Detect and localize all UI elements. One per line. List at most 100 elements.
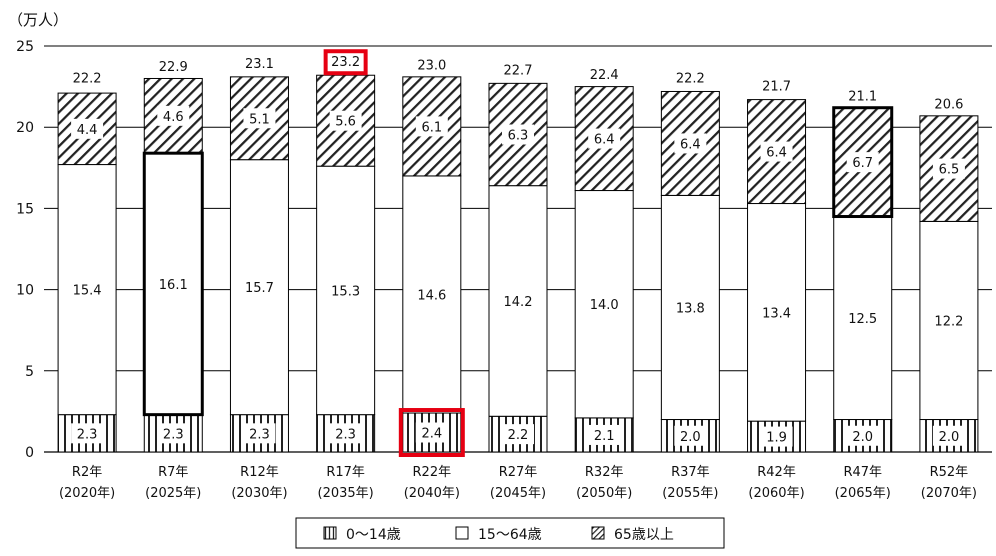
- total-label: 22.9: [159, 60, 188, 75]
- legend-label: 15～64歳: [478, 527, 542, 543]
- y-tick-label: 0: [25, 445, 34, 461]
- data-label: 1.9: [766, 431, 787, 446]
- data-label: 6.7: [852, 156, 873, 171]
- total-label: 23.2: [331, 55, 360, 70]
- data-label: 6.4: [594, 133, 615, 148]
- data-label: 5.6: [335, 115, 356, 130]
- data-label: 13.4: [762, 306, 791, 321]
- data-label: 6.4: [680, 137, 701, 152]
- legend-swatch: [591, 526, 605, 540]
- data-label: 4.6: [163, 110, 184, 125]
- x-tick-label-year: (2025年): [145, 486, 201, 501]
- bar-segment: [574, 190, 634, 419]
- bar-segment: [402, 175, 462, 414]
- data-label: 5.1: [249, 112, 270, 127]
- data-label-bg: [243, 423, 276, 444]
- total-label: 21.7: [762, 80, 791, 95]
- bar-segment: [143, 152, 203, 416]
- data-label: 12.5: [848, 312, 877, 327]
- bar-segment: [833, 216, 893, 421]
- legend-label: 0～14歳: [346, 527, 401, 543]
- bar-segment: [919, 419, 979, 453]
- data-label-bg: [157, 423, 190, 444]
- data-label-bg: [71, 423, 104, 444]
- highlight-box: [398, 408, 465, 457]
- data-label: 2.3: [249, 427, 270, 442]
- data-label-bg: [760, 426, 793, 447]
- data-label: 2.3: [77, 427, 98, 442]
- x-tick-label: R42年: [757, 465, 796, 480]
- data-label-bg: [243, 108, 276, 129]
- x-tick-label: R7年: [158, 465, 188, 480]
- x-tick-label: R22年: [413, 465, 452, 480]
- data-label-bg: [760, 141, 793, 162]
- x-tick-label: R27年: [499, 465, 538, 480]
- bar-segment: [316, 165, 376, 416]
- data-label: 6.5: [939, 163, 960, 178]
- total-label: 22.7: [504, 63, 533, 78]
- data-label: 2.1: [594, 429, 615, 444]
- data-label: 15.3: [331, 284, 360, 299]
- data-label-bg: [932, 158, 965, 179]
- data-label: 2.4: [421, 427, 442, 442]
- data-label: 13.8: [676, 301, 705, 316]
- x-tick-label-year: (2030年): [231, 486, 287, 501]
- bar-segment: [57, 164, 117, 416]
- data-label: 6.1: [421, 120, 442, 135]
- legend-box: [295, 517, 725, 549]
- unit-label: （万人）: [8, 11, 68, 29]
- x-tick-label-year: (2070年): [921, 486, 977, 501]
- x-tick-label: R37年: [671, 465, 710, 480]
- data-label-bg: [846, 152, 879, 173]
- bar-segment-emphasis: [832, 106, 894, 219]
- data-label: 2.2: [508, 428, 529, 443]
- data-label-bg: [674, 133, 707, 154]
- data-label: 16.1: [159, 278, 188, 293]
- x-tick-label: R17年: [326, 465, 365, 480]
- data-label: 15.4: [73, 284, 102, 299]
- data-label: 2.3: [335, 427, 356, 442]
- total-label: 23.1: [245, 57, 274, 72]
- x-tick-label-year: (2055年): [662, 486, 718, 501]
- x-tick-label-year: (2065年): [835, 486, 891, 501]
- bar-segment: [660, 194, 720, 421]
- total-label: 20.6: [934, 97, 963, 112]
- data-label: 15.7: [245, 281, 274, 296]
- data-label: 2.0: [852, 430, 873, 445]
- data-label: 4.4: [77, 123, 98, 138]
- data-label-bg: [415, 116, 448, 137]
- x-tick-label-year: (2050年): [576, 486, 632, 501]
- total-label: 22.2: [676, 71, 705, 86]
- data-label-bg: [588, 128, 621, 149]
- bar-segment: [919, 220, 979, 421]
- data-label: 14.2: [504, 295, 533, 310]
- highlight-box: [323, 49, 368, 76]
- data-label: 6.4: [766, 146, 787, 161]
- legend-swatch: [455, 526, 469, 540]
- legend-label: 65歳以上: [614, 527, 674, 543]
- y-tick-label: 15: [16, 201, 34, 217]
- total-label: 21.1: [848, 89, 877, 104]
- data-label-bg: [846, 425, 879, 446]
- x-tick-label-year: (2040年): [404, 486, 460, 501]
- data-label-bg: [71, 118, 104, 139]
- bar-segment-emphasis: [142, 151, 204, 417]
- data-label-bg: [329, 423, 362, 444]
- bar-segment: [488, 185, 548, 417]
- data-label-bg: [157, 105, 190, 126]
- bar-segment: [229, 159, 289, 416]
- x-tick-label-year: (2020年): [59, 486, 115, 501]
- data-label: 2.0: [939, 430, 960, 445]
- bar-segment: [747, 99, 807, 205]
- data-label-bg: [502, 424, 534, 445]
- x-axis: R2年 (2020年) R7年 (2025年) R12年 (2030年) R17年 (2035…: [59, 465, 977, 501]
- labels-layer: 2.3 15.4 4.4 22.2 2.3 16.1 4.6 22.9 2.3 15.7 5.1 23…: [71, 49, 965, 457]
- total-label: 22.4: [590, 68, 619, 83]
- y-tick-label: 10: [16, 283, 34, 299]
- data-label-bg: [932, 425, 965, 446]
- y-tick-label: 5: [25, 364, 34, 380]
- data-label-bg: [588, 424, 621, 445]
- data-label-bg: [674, 425, 707, 446]
